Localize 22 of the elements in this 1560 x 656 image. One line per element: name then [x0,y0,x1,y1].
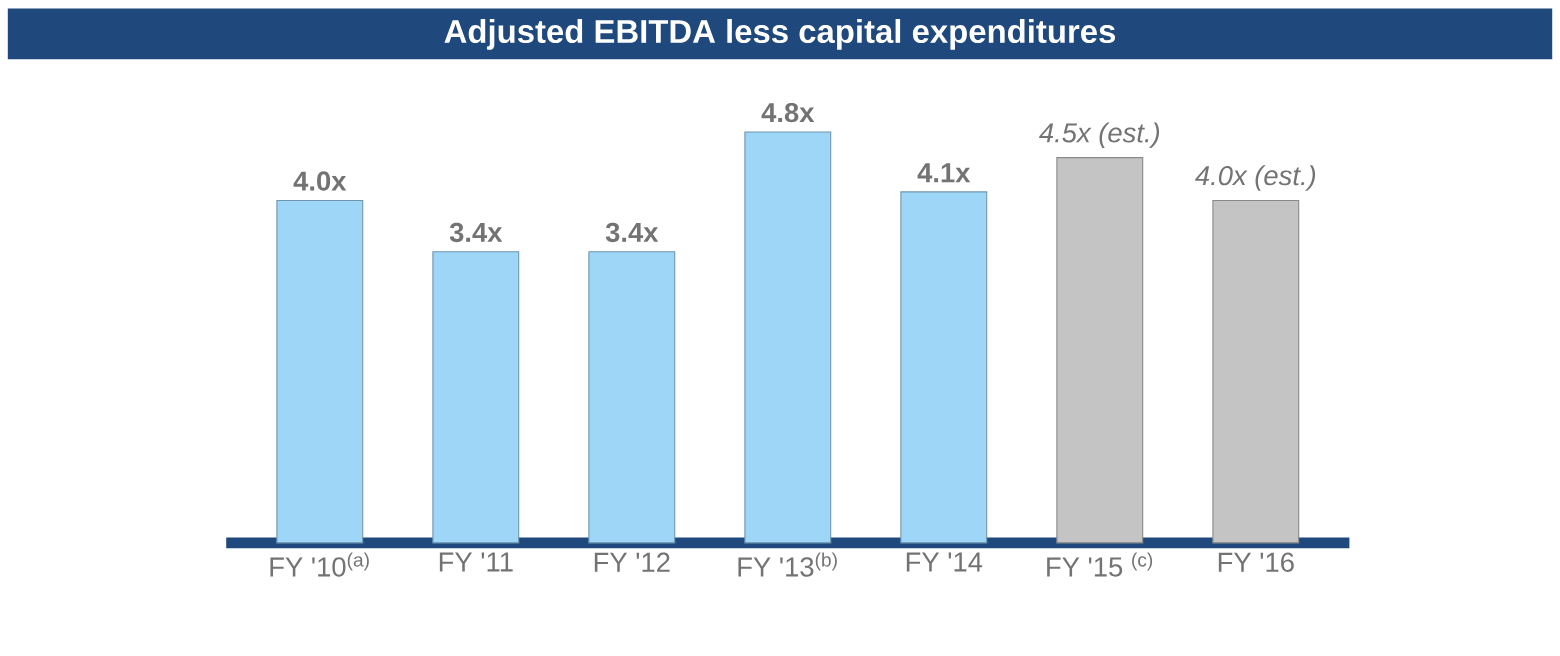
x-tick-label: FY '15 $^{(c)}$ [1047,552,1153,577]
x-tick-label: FY '12 [594,552,670,572]
x-tick-label: FY '14 [906,552,983,572]
bar [900,191,988,544]
data-label: 3.4x [449,222,503,243]
x-tick-label: FY '13$^{(b)}$ [738,552,837,577]
bar [432,251,520,544]
bar [276,199,364,544]
data-label: 4.0x (est.) [1195,165,1316,191]
data-label: 4.8x [761,102,815,123]
data-label: 4.0x [293,171,347,191]
data-label: 3.4x [605,222,659,243]
chart-title: Adjusted EBITDA less capital expenditures [444,19,1115,50]
bar [744,131,832,544]
data-label: 4.5x (est.) [1039,122,1160,148]
x-tick-label: FY '16 [1218,552,1294,572]
bar [1056,157,1144,544]
x-tick-label: FY '11 [439,552,513,572]
bar [1212,199,1300,544]
bar [588,251,676,544]
data-label: 4.1x [917,163,971,183]
x-tick-label: FY '10$^{(a)}$ [270,552,369,577]
